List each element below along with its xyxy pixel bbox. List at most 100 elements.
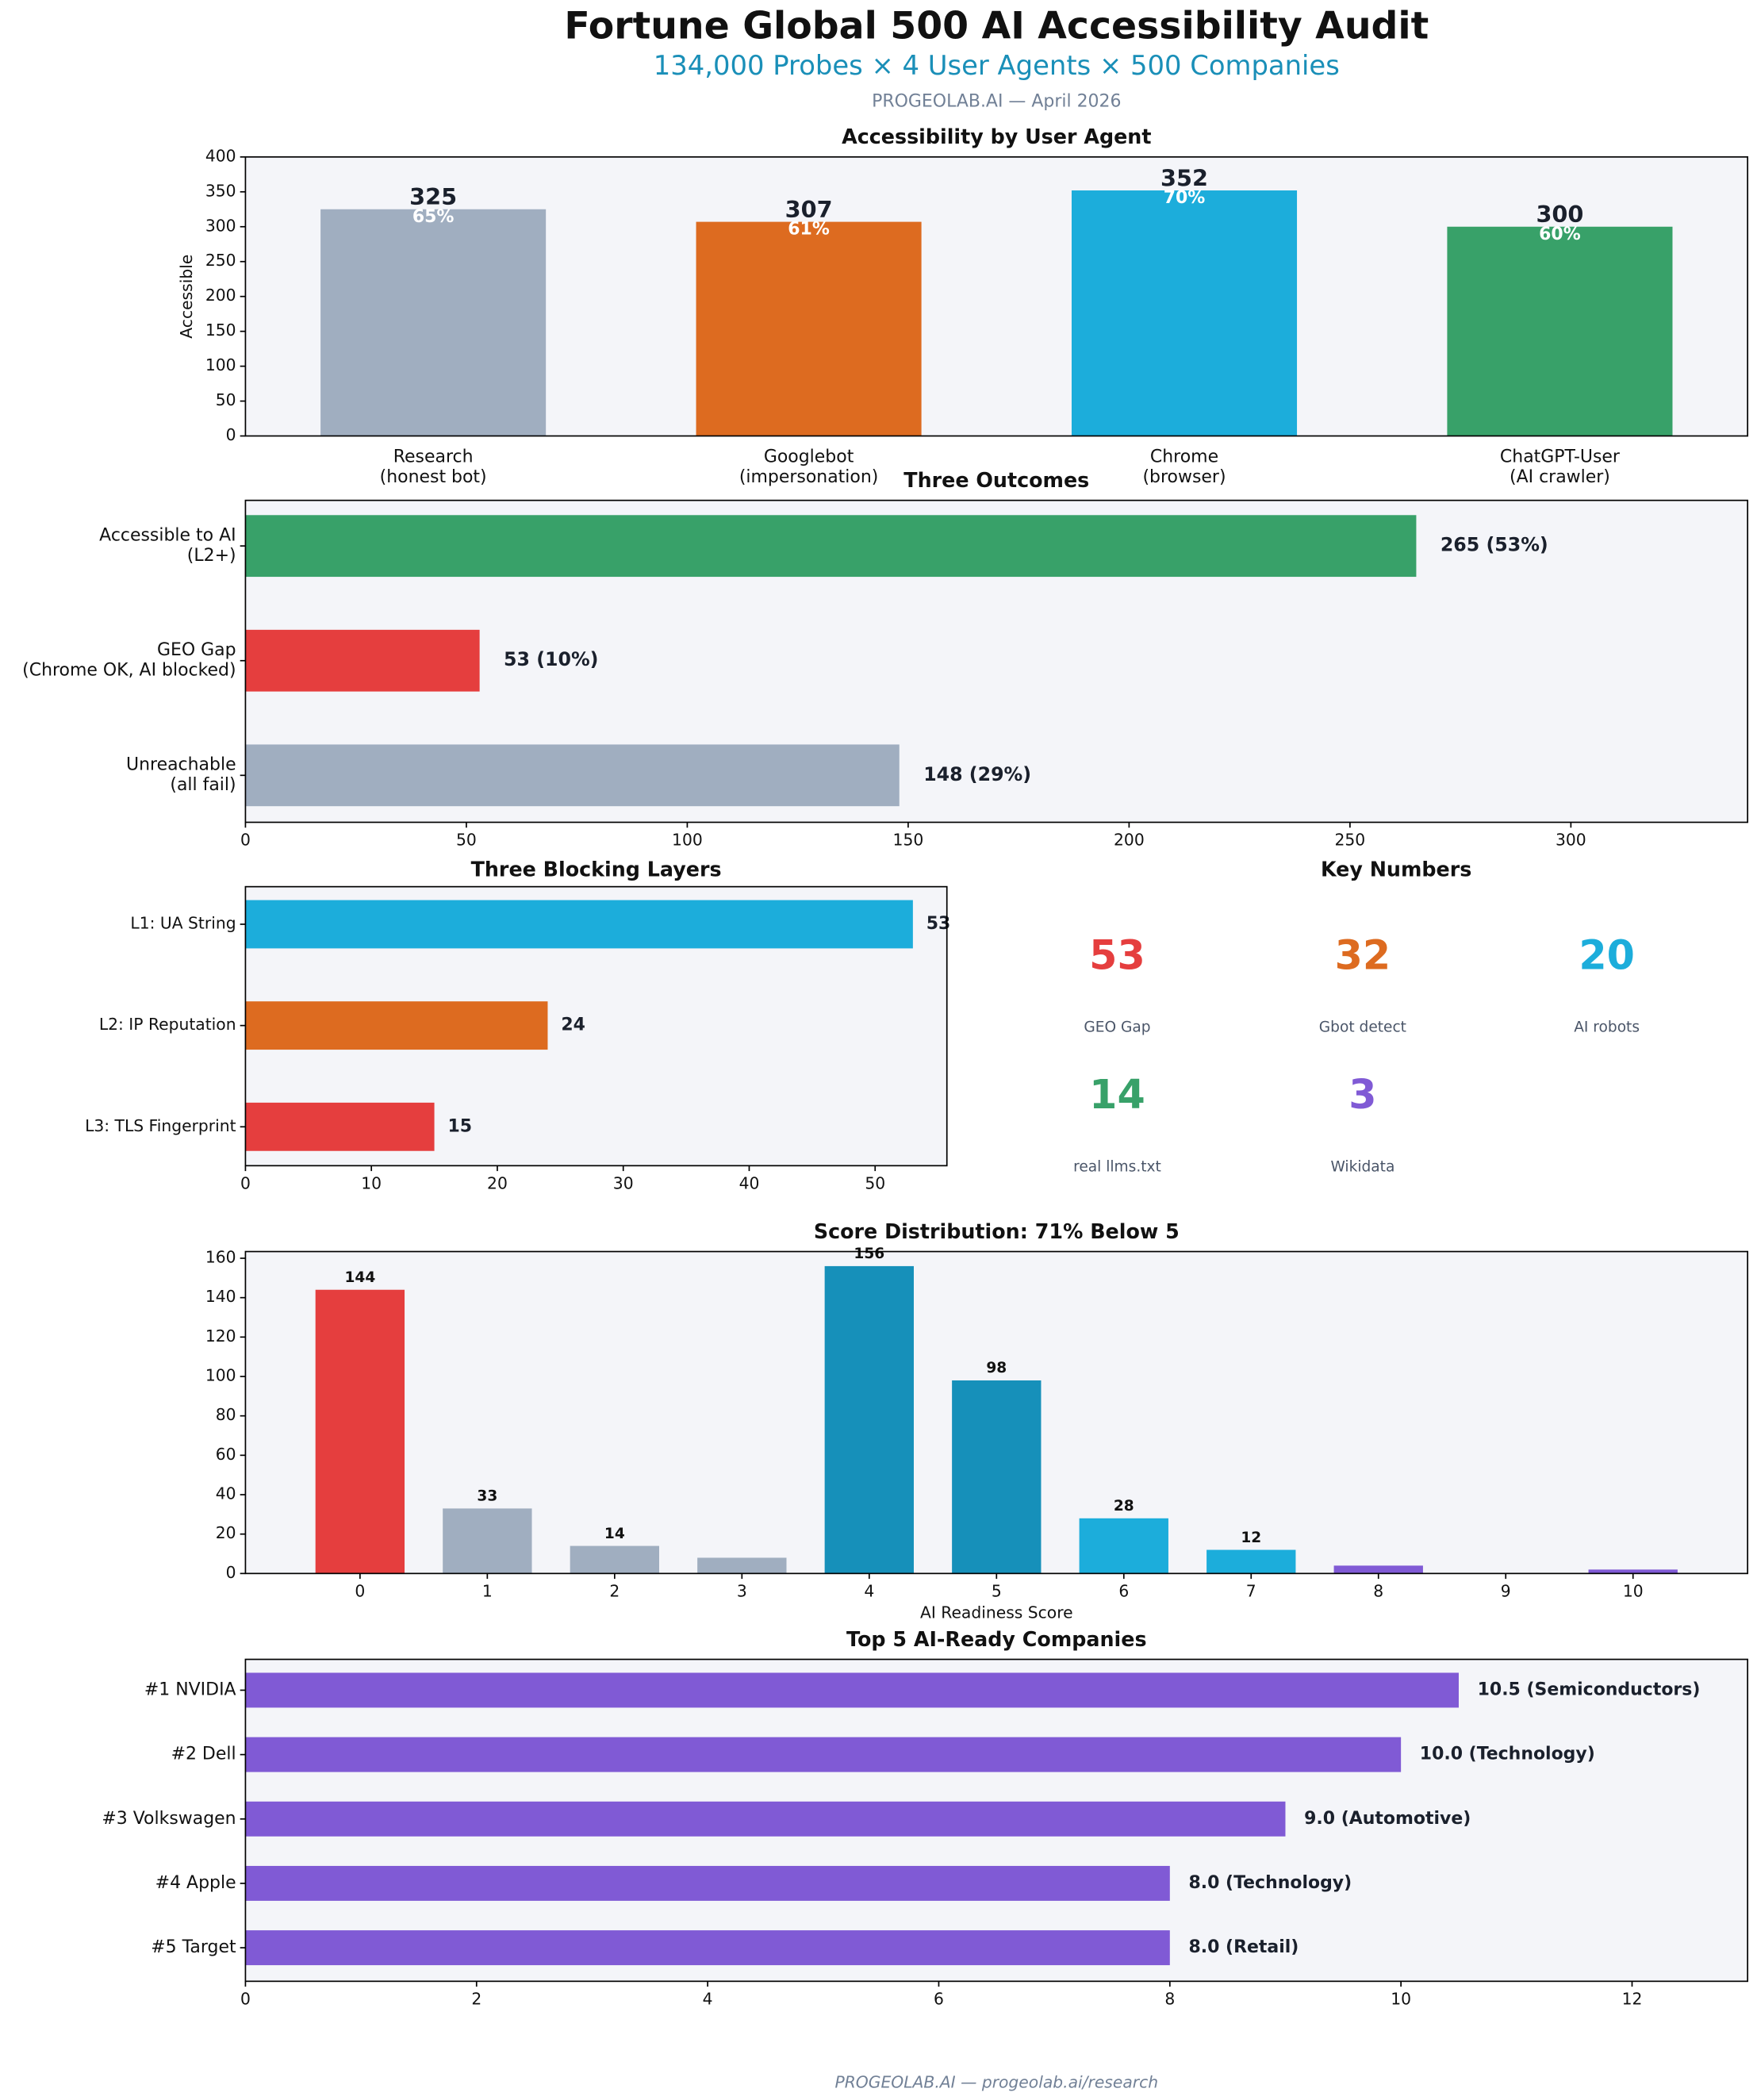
y-tick-label: 40: [216, 1484, 236, 1503]
x-tick-label: 0: [240, 1174, 251, 1193]
x-tick-label: 8: [1373, 1582, 1383, 1601]
x-tick-label: 7: [1246, 1582, 1256, 1601]
bar: [1206, 1549, 1296, 1574]
plot-frame: [244, 885, 948, 1167]
percent-label: 60%: [1539, 225, 1581, 244]
x-tick-label: 12: [1622, 1990, 1643, 2009]
y-tick-label: Unreachable (all fail): [126, 755, 236, 795]
y-tick-label: #3 Volkswagen: [102, 1809, 236, 1829]
x-tick-label: 0: [240, 1990, 251, 2009]
chart-title: Top 5 AI-Ready Companies: [846, 1627, 1147, 1651]
value-label: 148 (29%): [923, 763, 1031, 785]
value-label: 300: [1536, 201, 1583, 228]
percent-label: 65%: [412, 207, 455, 227]
key-number-label: Gbot detect: [1319, 1019, 1406, 1036]
plot-frame: [244, 1250, 1749, 1575]
x-tick-label: 1: [482, 1582, 493, 1601]
key-numbers-title: Key Numbers: [1321, 857, 1471, 881]
bar: [1079, 1518, 1168, 1574]
bar: [245, 1737, 1402, 1772]
value-label: 10.5 (Semiconductors): [1478, 1680, 1701, 1699]
x-tick-label: 9: [1501, 1582, 1511, 1601]
bar: [245, 1865, 1170, 1901]
bar: [697, 1557, 787, 1574]
key-number: 14: [1089, 1071, 1145, 1118]
subtitle: 134,000 Probes × 4 User Agents × 500 Com…: [654, 50, 1340, 81]
y-axis-label: Accessible: [177, 255, 196, 339]
y-tick-label: 250: [205, 251, 236, 270]
value-label: 8.0 (Retail): [1188, 1937, 1299, 1957]
y-tick-label: L2: IP Reputation: [99, 1015, 236, 1034]
x-tick-label: 50: [865, 1174, 885, 1193]
key-number: 32: [1335, 931, 1391, 978]
bar: [245, 900, 913, 949]
value-label: 14: [604, 1526, 625, 1542]
title: Fortune Global 500 AI Accessibility Audi…: [564, 5, 1429, 48]
x-tick-label: 0: [355, 1582, 365, 1601]
x-tick-label: 10: [361, 1174, 382, 1193]
y-tick-label: 350: [205, 181, 236, 200]
y-tick-label: #1 NVIDIA: [144, 1680, 236, 1699]
plot-frame: [244, 155, 1749, 437]
y-tick-label: GEO Gap (Chrome OK, AI blocked): [22, 640, 236, 680]
key-number-label: GEO Gap: [1084, 1019, 1150, 1036]
key-number: 20: [1579, 931, 1635, 978]
bar: [824, 1265, 914, 1574]
x-tick-label: Googlebot (impersonation): [739, 447, 879, 487]
y-tick-label: 0: [226, 1563, 236, 1582]
y-tick-label: 150: [205, 321, 236, 340]
x-tick-label: 20: [487, 1174, 508, 1193]
value-label: 28: [1114, 1498, 1134, 1515]
y-tick-label: #4 Apple: [155, 1873, 236, 1893]
y-tick-label: #2 Dell: [171, 1745, 236, 1764]
bar: [245, 1001, 548, 1050]
percent-label: 70%: [1164, 188, 1206, 208]
value-label: 24: [561, 1015, 585, 1035]
x-tick-label: 6: [934, 1990, 944, 2009]
y-tick-label: 200: [205, 286, 236, 305]
y-tick-label: L3: TLS Fingerprint: [85, 1116, 236, 1135]
value-label: 12: [1241, 1530, 1261, 1546]
key-number: 53: [1089, 931, 1145, 978]
bar: [245, 1672, 1459, 1708]
chart-title: Score Distribution: 71% Below 5: [814, 1219, 1180, 1243]
plot-frame: [244, 499, 1749, 823]
y-tick-label: 20: [216, 1523, 236, 1542]
y-tick-label: 400: [205, 146, 236, 165]
plot-frame: [244, 1658, 1749, 1983]
y-tick-label: 120: [205, 1326, 236, 1346]
y-tick-label: 100: [205, 1366, 236, 1385]
x-tick-label: 100: [672, 831, 703, 850]
y-tick-label: 100: [205, 355, 236, 374]
key-number: 3: [1348, 1071, 1376, 1118]
value-label: 15: [447, 1116, 472, 1136]
footer: PROGEOLAB.AI — progeolab.ai/research: [834, 2072, 1158, 2091]
x-tick-label: 10: [1623, 1582, 1644, 1601]
key-number-label: Wikidata: [1330, 1159, 1394, 1176]
bar: [245, 515, 1417, 578]
x-tick-label: 6: [1118, 1582, 1129, 1601]
bar: [1071, 190, 1298, 436]
bar: [1447, 226, 1673, 436]
x-tick-label: 30: [613, 1174, 634, 1193]
value-label: 144: [344, 1269, 375, 1286]
chart-title: Three Outcomes: [903, 468, 1089, 492]
y-tick-label: 80: [216, 1405, 236, 1424]
key-number-label: AI robots: [1574, 1019, 1640, 1036]
value-label: 265 (53%): [1441, 534, 1548, 556]
x-tick-label: Research (honest bot): [380, 447, 487, 487]
value-label: 325: [409, 183, 457, 210]
x-tick-label: 150: [893, 831, 924, 850]
value-label: 156: [854, 1246, 884, 1262]
y-tick-label: 50: [216, 390, 236, 409]
value-label: 307: [785, 196, 833, 223]
bar: [245, 744, 900, 807]
x-axis-label: AI Readiness Score: [920, 1603, 1073, 1622]
value-label: 352: [1160, 165, 1208, 192]
percent-label: 61%: [788, 220, 830, 240]
value-label: 53 (10%): [504, 648, 598, 670]
x-tick-label: 3: [737, 1582, 747, 1601]
x-tick-label: 8: [1164, 1990, 1175, 2009]
